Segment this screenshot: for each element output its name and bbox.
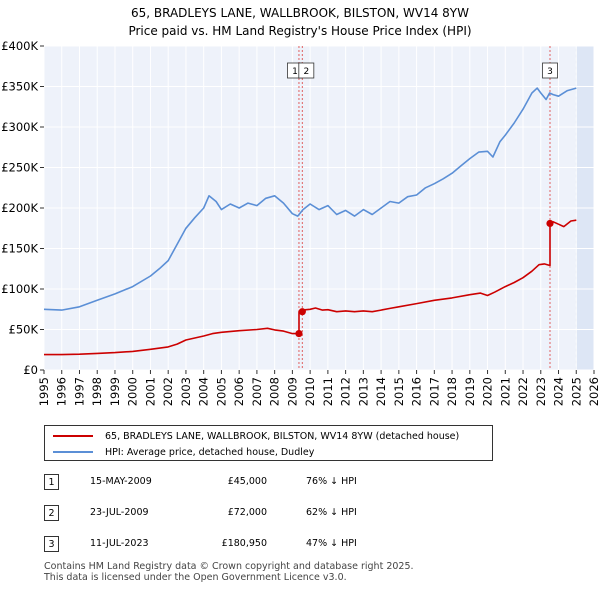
annotation-box bbox=[298, 62, 315, 79]
legend-label-hpi: HPI: Average price, detached house, Dudl… bbox=[105, 446, 315, 458]
x-tick-label: 2009 bbox=[285, 377, 299, 406]
transaction-date: 15-MAY-2009 bbox=[90, 476, 152, 487]
x-tick-label: 2014 bbox=[374, 377, 388, 406]
legend-swatch-hpi bbox=[53, 451, 93, 453]
y-tick-label: £200K bbox=[1, 201, 38, 215]
y-tick-label: £150K bbox=[1, 242, 38, 256]
x-tick-label: 2004 bbox=[197, 377, 211, 406]
x-tick-label: 1996 bbox=[55, 377, 69, 406]
transaction-row: 3 11-JUL-2023 £180,950 47% ↓ HPI bbox=[44, 536, 464, 554]
legend-item-hpi: HPI: Average price, detached house, Dudl… bbox=[53, 445, 314, 459]
transaction-price: £72,000 bbox=[227, 507, 267, 518]
legend: 65, BRADLEYS LANE, WALLBROOK, BILSTON, W… bbox=[44, 425, 493, 461]
transaction-price: £180,950 bbox=[221, 538, 267, 549]
x-tick-label: 2017 bbox=[427, 377, 441, 406]
transaction-number: 3 bbox=[44, 536, 59, 552]
sale-point bbox=[295, 329, 303, 338]
x-tick-label: 2010 bbox=[303, 377, 317, 406]
sale-point bbox=[546, 219, 554, 228]
x-tick-label: 2007 bbox=[250, 377, 264, 406]
x-tick-label: 2012 bbox=[339, 377, 353, 406]
annotation-label: 1 bbox=[292, 67, 298, 77]
footer-copyright: Contains HM Land Registry data © Crown c… bbox=[44, 561, 414, 572]
x-tick-label: 2023 bbox=[534, 377, 548, 406]
y-tick-label: £400K bbox=[1, 39, 38, 53]
x-tick-label: 2000 bbox=[126, 377, 140, 406]
x-tick-label: 2013 bbox=[356, 377, 370, 406]
chart-title: 65, BRADLEYS LANE, WALLBROOK, BILSTON, W… bbox=[130, 6, 469, 20]
chart-subtitle: Price paid vs. HM Land Registry's House … bbox=[128, 24, 472, 38]
x-tick-label: 2025 bbox=[569, 377, 583, 406]
y-tick-label: £250K bbox=[1, 161, 38, 175]
x-tick-label: 2024 bbox=[552, 377, 566, 406]
y-tick-label: £100K bbox=[1, 282, 38, 296]
x-tick-label: 2011 bbox=[321, 377, 335, 406]
y-tick-label: £300K bbox=[1, 120, 38, 134]
y-tick-label: £350K bbox=[1, 80, 38, 94]
footer: Contains HM Land Registry data © Crown c… bbox=[44, 561, 414, 583]
x-tick-label: 1997 bbox=[72, 377, 86, 406]
x-tick-label: 2016 bbox=[410, 377, 424, 406]
transaction-hpi-diff: 47% ↓ HPI bbox=[306, 538, 357, 549]
x-tick-label: 2008 bbox=[268, 377, 282, 406]
legend-label-property: 65, BRADLEYS LANE, WALLBROOK, BILSTON, W… bbox=[105, 430, 460, 442]
x-tick-label: 2026 bbox=[587, 377, 600, 406]
y-tick-label: £50K bbox=[9, 323, 39, 337]
x-tick-label: 2003 bbox=[179, 377, 193, 406]
x-tick-label: 2006 bbox=[232, 377, 246, 406]
transaction-row: 1 15-MAY-2009 £45,000 76% ↓ HPI bbox=[44, 474, 464, 492]
x-tick-label: 1999 bbox=[108, 377, 122, 406]
x-tick-label: 2019 bbox=[463, 377, 477, 406]
x-tick-label: 2018 bbox=[445, 377, 459, 406]
annotation-label: 3 bbox=[547, 67, 553, 77]
transaction-row: 2 23-JUL-2009 £72,000 62% ↓ HPI bbox=[44, 505, 464, 523]
transaction-date: 11-JUL-2023 bbox=[90, 538, 149, 549]
transaction-hpi-diff: 76% ↓ HPI bbox=[306, 476, 357, 487]
x-tick-label: 2020 bbox=[481, 377, 495, 406]
annotation-label: 2 bbox=[303, 67, 309, 77]
transaction-date: 23-JUL-2009 bbox=[90, 507, 149, 518]
footer-licence: This data is licensed under the Open Gov… bbox=[44, 572, 347, 583]
x-tick-label: 2002 bbox=[161, 377, 175, 406]
x-tick-label: 2021 bbox=[498, 377, 512, 406]
series-line-hpi bbox=[43, 87, 577, 311]
transaction-number: 1 bbox=[44, 474, 59, 490]
x-tick-label: 2005 bbox=[214, 377, 228, 406]
legend-swatch-property bbox=[53, 435, 93, 437]
transaction-hpi-diff: 62% ↓ HPI bbox=[306, 507, 357, 518]
annotation-box bbox=[542, 62, 558, 79]
x-tick-label: 2001 bbox=[143, 377, 157, 406]
sale-point bbox=[298, 308, 306, 316]
transaction-price: £45,000 bbox=[227, 476, 267, 487]
series-line-property bbox=[44, 219, 577, 356]
y-tick-label: £0 bbox=[23, 363, 38, 377]
x-tick-label: 1995 bbox=[37, 377, 51, 406]
x-tick-label: 2015 bbox=[392, 377, 406, 406]
x-tick-label: 2022 bbox=[516, 377, 530, 406]
transaction-number: 2 bbox=[44, 505, 59, 521]
legend-item-property: 65, BRADLEYS LANE, WALLBROOK, BILSTON, W… bbox=[53, 429, 459, 443]
x-tick-label: 1998 bbox=[90, 377, 104, 406]
